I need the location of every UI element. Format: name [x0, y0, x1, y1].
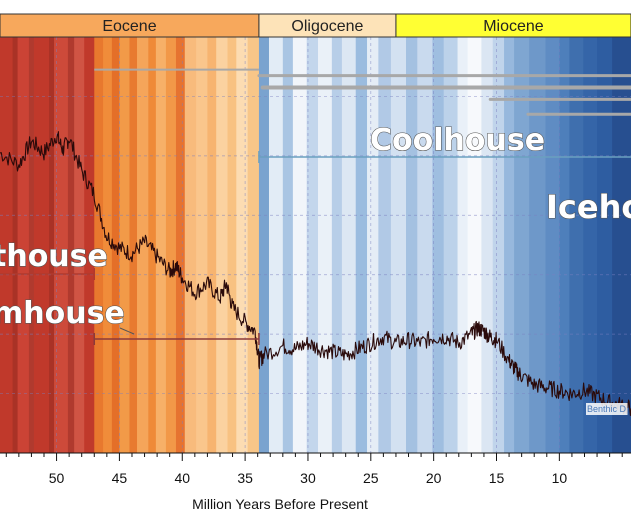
tick-label: 30 — [300, 470, 316, 486]
climate-state-label: Iceho — [546, 188, 631, 226]
climate-stripe — [94, 37, 104, 453]
climate-stripe — [33, 37, 50, 453]
tick-label: 45 — [112, 470, 128, 486]
tick-label: 35 — [237, 470, 253, 486]
climate-stripe — [367, 37, 379, 453]
climate-stripe — [28, 37, 35, 453]
climate-stripe — [569, 37, 584, 453]
climate-stripe — [597, 37, 613, 453]
climate-stripe — [119, 37, 130, 453]
climate-stripe — [12, 37, 19, 453]
tick-label: 20 — [426, 470, 442, 486]
climate-stripe — [504, 37, 515, 453]
climate-stripe — [103, 37, 113, 453]
climate-stripe — [49, 37, 55, 453]
x-axis-title: Million Years Before Present — [192, 496, 368, 512]
climate-stripe — [17, 37, 30, 453]
climate-stripe — [292, 37, 308, 453]
climate-stripes — [0, 37, 631, 453]
climate-stripe — [0, 37, 14, 453]
climate-stripe — [583, 37, 598, 453]
source-tag: Benthic D — [587, 404, 627, 414]
climate-stripe — [74, 37, 85, 453]
climate-stripe — [282, 37, 294, 453]
climate-stripe — [84, 37, 95, 453]
tick-label: 25 — [363, 470, 379, 486]
climate-stripe — [559, 37, 570, 453]
climate-stripe — [258, 37, 270, 453]
tick-label: 50 — [49, 470, 65, 486]
climate-stripe — [417, 37, 433, 453]
label-connector — [119, 327, 135, 335]
climate-stripe — [390, 37, 407, 453]
climate-stripe — [529, 37, 547, 453]
climate-stripe — [268, 37, 284, 453]
series-line — [0, 131, 631, 416]
climate-stripe — [457, 37, 469, 453]
tick-label: 10 — [552, 470, 568, 486]
climate-stripe — [184, 37, 197, 453]
climate-stripe — [406, 37, 418, 453]
climate-stripe — [481, 37, 494, 453]
overlay-lines — [94, 68, 631, 116]
climate-stripe — [341, 37, 357, 453]
climate-stripe — [216, 37, 229, 453]
climate-stripe — [355, 37, 368, 453]
climate-stripe — [155, 37, 167, 453]
climate-stripe — [196, 37, 208, 453]
climate-stripe — [443, 37, 459, 453]
climate-stripe — [467, 37, 482, 453]
climate-stripe — [331, 37, 343, 453]
epoch-label: Miocene — [483, 18, 544, 35]
climate-stripe — [378, 37, 392, 453]
climate-stripe — [137, 37, 149, 453]
climate-state-label: mhouse — [0, 296, 125, 331]
climate-stripe — [175, 37, 186, 453]
climate-stripe — [207, 37, 217, 453]
climate-stripe — [545, 37, 560, 453]
tick-label: 40 — [174, 470, 190, 486]
epoch-label: Eocene — [102, 18, 156, 35]
climate-state-label: Coolhouse — [370, 123, 545, 158]
tick-label: 15 — [489, 470, 505, 486]
climate-stripe — [227, 37, 237, 453]
source-tag-background — [586, 403, 628, 415]
epoch-box — [395, 13, 631, 38]
climate-stripe — [492, 37, 505, 453]
climate-stripe — [432, 37, 445, 453]
climate-state-label: thouse — [0, 239, 108, 274]
climate-stripe — [236, 37, 249, 453]
climate-stripe — [67, 37, 75, 453]
data-series — [0, 131, 631, 416]
epoch-bar: Eocene Oligocene Miocene — [0, 13, 631, 38]
climate-stripe — [514, 37, 530, 453]
climate-stripe — [129, 37, 138, 453]
climate-stripe — [318, 37, 333, 453]
x-axis: 50 45 40 35 30 25 20 15 10 — [0, 452, 631, 486]
epoch-label: Oligocene — [291, 18, 363, 35]
climate-stripe — [247, 37, 260, 453]
climate-stripe — [612, 37, 631, 453]
climate-stripe — [165, 37, 177, 453]
climate-state-labels: thouse mhouse CoolhouseIceho — [0, 122, 631, 345]
climate-stripe — [306, 37, 319, 453]
